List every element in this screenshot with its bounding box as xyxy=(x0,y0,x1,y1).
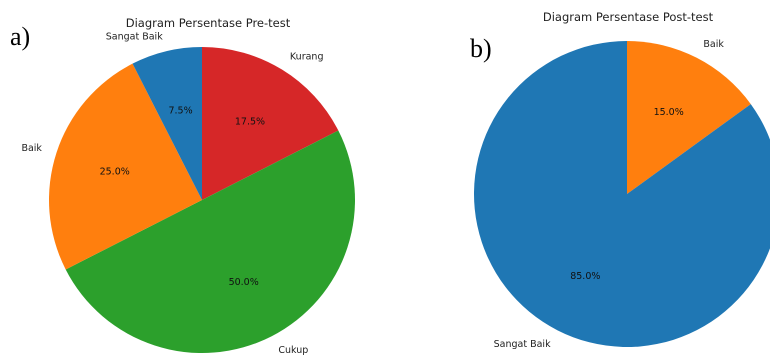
pie-chart-pre-test: a) Diagram Persentase Pre-test 17.5% Kura… xyxy=(10,16,355,355)
slice-percent-label: 85.0% xyxy=(570,271,600,282)
pie-slice-sangat-baik xyxy=(132,47,202,200)
slice-category-label: Baik xyxy=(21,143,42,154)
pie-slice-kurang xyxy=(202,47,339,200)
slice-percent-label: 17.5% xyxy=(235,117,265,128)
pie-slices-pre-test: 17.5% Kurang 50.0% Cukup 25.0% Baik 7.5% Sangat… xyxy=(21,31,355,355)
pie-slices-post-test: 15.0% Baik 85.0% Sangat Baik xyxy=(474,39,770,350)
pie-chart-post-test: b) Diagram Persentase Post-test 15.0% Bai… xyxy=(470,10,770,350)
slice-category-label: Cukup xyxy=(278,345,308,355)
slice-percent-label: 25.0% xyxy=(100,167,130,178)
slice-percent-label: 50.0% xyxy=(229,277,259,288)
pie-slice-sangat-baik xyxy=(474,41,770,347)
chart-title-post-test: Diagram Persentase Post-test xyxy=(543,10,714,24)
slice-category-label: Sangat Baik xyxy=(494,339,551,350)
panel-label-a: a) xyxy=(10,22,30,51)
slice-percent-label: 15.0% xyxy=(654,107,684,118)
pie-slice-baik xyxy=(49,63,203,270)
slice-percent-label: 7.5% xyxy=(168,106,192,117)
chart-title-pre-test: Diagram Persentase Pre-test xyxy=(126,16,291,30)
slice-category-label: Kurang xyxy=(290,52,324,63)
slice-category-label: Sangat Baik xyxy=(106,31,163,42)
pie-slice-cukup xyxy=(65,130,355,353)
pie-slice-baik xyxy=(627,41,751,194)
panel-label-b: b) xyxy=(470,34,492,63)
slice-category-label: Baik xyxy=(703,39,724,50)
